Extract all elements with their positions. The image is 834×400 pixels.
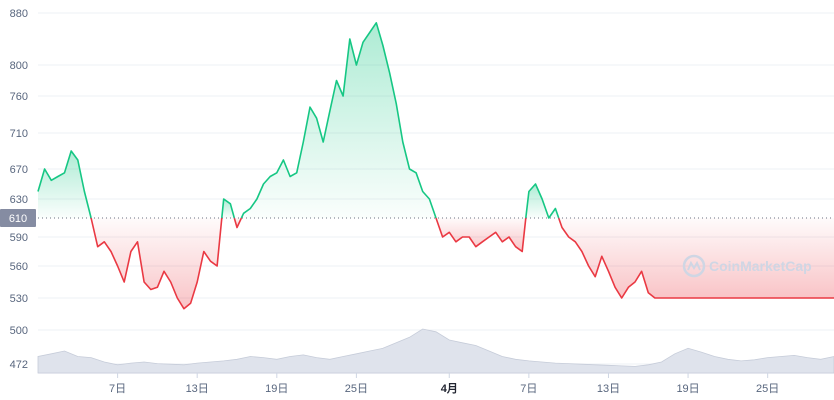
coinmarketcap-logo-mark: [687, 260, 701, 271]
price-line-down: [557, 217, 834, 299]
area-below-baseline: [436, 218, 526, 252]
price-line-up: [240, 22, 437, 219]
baseline-610: 610: [0, 209, 834, 227]
price-area-fills: [38, 22, 834, 309]
price-line-up: [37, 150, 92, 219]
y-tick-label: 472: [10, 359, 28, 371]
x-tick-label: 13日: [597, 383, 620, 395]
price-line-up: [525, 183, 560, 219]
x-tick-label: 19日: [265, 383, 288, 395]
baseline-label: 610: [9, 213, 27, 225]
y-tick-label: 800: [10, 60, 28, 72]
price-line-down: [435, 217, 527, 253]
watermark-text: CoinMarketCap: [709, 258, 812, 274]
area-below-baseline: [91, 218, 222, 309]
x-tick-label: 19日: [676, 383, 699, 395]
area-above-baseline: [221, 199, 235, 218]
x-tick-label: 25日: [756, 383, 779, 395]
y-tick-label: 590: [10, 232, 28, 244]
y-tick-label: 500: [10, 325, 28, 337]
gridlines: [38, 12, 834, 374]
x-tick-label: 13日: [186, 383, 209, 395]
y-tick-label: 880: [10, 8, 28, 20]
x-tick-label: 7日: [520, 383, 537, 395]
y-tick-label: 670: [10, 164, 28, 176]
baseline-tag: [0, 209, 36, 227]
area-above-baseline: [38, 151, 92, 218]
price-line-down: [90, 217, 223, 310]
x-tick-label: 7日: [109, 383, 126, 395]
x-tick-label: 4月: [441, 382, 458, 395]
y-tick-label: 710: [10, 128, 28, 140]
price-line-up: [221, 198, 236, 219]
area-above-baseline: [241, 22, 436, 218]
y-tick-label: 560: [10, 261, 28, 273]
y-tick-label: 630: [10, 194, 28, 206]
volume-bars: [37, 328, 834, 374]
volume-area: [37, 328, 834, 374]
coinmarketcap-logo-icon: [682, 254, 706, 278]
y-tick-label: 760: [10, 91, 28, 103]
watermark: CoinMarketCap: [682, 254, 812, 278]
x-axis: 7日 13日 19日 25日 4月 7日 13日 19日 25日: [109, 373, 779, 395]
y-tick-label: 530: [10, 293, 28, 305]
price-line-down: [233, 217, 243, 229]
x-tick-label: 25日: [345, 383, 368, 395]
area-below-baseline: [558, 218, 834, 298]
price-line: [37, 22, 834, 310]
y-axis: 472 500 530 560 590 630 670 710 760 800 880: [10, 8, 28, 371]
